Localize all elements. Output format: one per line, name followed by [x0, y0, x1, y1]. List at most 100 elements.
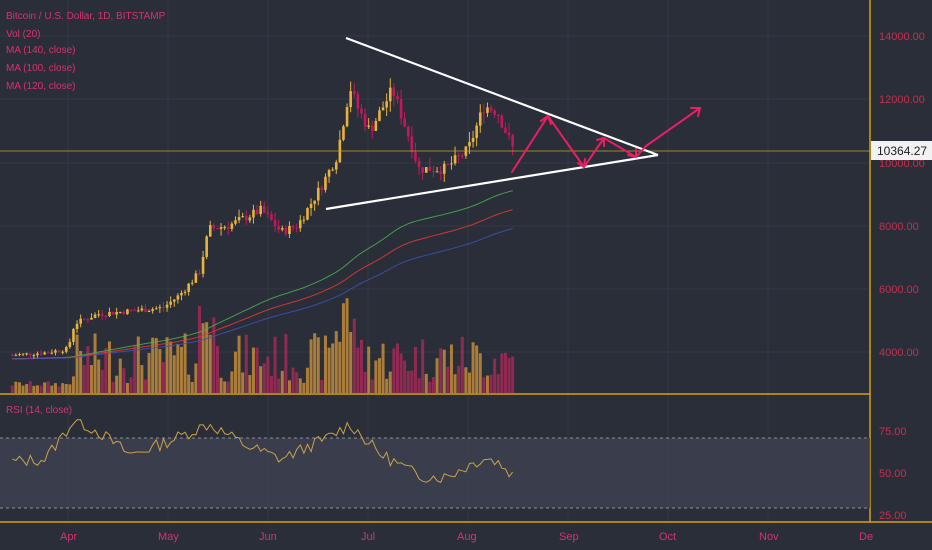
volume-bar [367, 346, 371, 393]
price-axis[interactable]: 14000.00 12000.00 10000.00 8000.00 6000.… [871, 31, 932, 359]
candle-body [79, 318, 82, 324]
candle-body [108, 311, 111, 317]
volume-bar [424, 373, 428, 393]
volume-bar [161, 362, 165, 393]
volume-bar [57, 386, 61, 393]
volume-bar [338, 341, 342, 393]
candle-body [370, 125, 374, 131]
candle-body [475, 125, 478, 138]
candle-body [450, 163, 453, 165]
candle-body [313, 200, 316, 204]
volume-bar [363, 371, 367, 393]
candle-body [482, 112, 486, 114]
volume-bar [334, 331, 338, 393]
volume-bar [349, 332, 353, 393]
candle-body [442, 163, 446, 174]
time-axis[interactable]: Apr May Jun Jul Aug Sep Oct Nov De [60, 531, 873, 543]
candle-body [403, 118, 406, 127]
volume-bar [208, 334, 212, 393]
volume-bar [64, 384, 68, 393]
candle-body [216, 228, 219, 230]
candle-body [396, 96, 399, 99]
volume-bar [413, 346, 417, 393]
candle-body [147, 310, 151, 312]
legend: Bitcoin / U.S. Dollar, 1D, BITSTAMP Vol … [6, 11, 166, 416]
candle-body [496, 114, 500, 116]
candle-body [180, 292, 183, 296]
volume-bar [453, 374, 457, 393]
volume-bar [352, 318, 356, 393]
volume-bar [140, 365, 144, 393]
ascending-trendline[interactable] [325, 153, 659, 211]
candle-body [302, 219, 306, 221]
candle-body [36, 353, 39, 356]
volume-bar [482, 377, 486, 393]
volume-bar [179, 346, 183, 393]
rsi-tick: 75.00 [879, 426, 907, 438]
candle-body [32, 355, 36, 357]
arrowhead-3 [596, 137, 605, 147]
candle-body [68, 341, 72, 348]
candle-body [320, 187, 324, 190]
candle-body [194, 273, 198, 283]
candle-body [86, 319, 90, 321]
candle-body [252, 209, 255, 218]
volume-bar [251, 347, 255, 393]
candle-body [345, 107, 349, 127]
candle-body [298, 220, 302, 229]
volume-bar [86, 346, 90, 393]
candle-body [392, 87, 396, 97]
candle-body [205, 236, 208, 257]
candle-body [82, 318, 86, 320]
candle-body [183, 291, 187, 293]
volume-bar [388, 371, 392, 393]
candle-body [262, 205, 266, 213]
volume-bar [421, 339, 425, 393]
projection-arrows[interactable] [511, 107, 701, 173]
volume-bar [50, 385, 54, 393]
candle-body [489, 107, 493, 111]
volume-bar [14, 381, 18, 393]
rsi-title: RSI (14, close) [6, 405, 72, 416]
candlesticks [10, 78, 514, 359]
volume-bar [511, 356, 515, 393]
candle-body [406, 126, 410, 137]
volume-bar [93, 333, 97, 393]
candle-body [118, 311, 122, 313]
descending-trendline[interactable] [345, 36, 659, 157]
candle-body [176, 295, 180, 300]
candle-body [244, 216, 248, 221]
price-tick: 12000.00 [879, 94, 925, 106]
candle-body [316, 187, 320, 201]
candle-body [75, 323, 79, 330]
volume-bar [406, 371, 410, 393]
moving-averages [12, 190, 513, 360]
volume-bar [485, 375, 489, 393]
volume-bar [136, 336, 140, 393]
candle-body [280, 228, 284, 230]
candle-body [457, 155, 460, 157]
volume-bar [201, 323, 205, 393]
volume-bar [183, 333, 187, 393]
candle-body [158, 307, 162, 309]
volume-bar [10, 385, 14, 393]
volume-bar [215, 345, 219, 393]
arrowhead-1 [540, 115, 552, 125]
volume-bar [89, 365, 93, 393]
candle-body [399, 98, 403, 119]
volume-bar [39, 385, 43, 393]
candle-body [504, 127, 507, 133]
volume-bar [233, 351, 237, 393]
volume-bar [68, 384, 72, 393]
volume-bar [266, 356, 270, 393]
volume-bar [327, 347, 331, 393]
volume-bar [226, 381, 230, 393]
month-label: Nov [759, 531, 779, 543]
current-price-badge [871, 141, 932, 160]
candle-body [223, 227, 226, 229]
price-tick: 4000.00 [879, 347, 919, 359]
candle-body [10, 355, 14, 357]
volume-bar [284, 334, 288, 393]
